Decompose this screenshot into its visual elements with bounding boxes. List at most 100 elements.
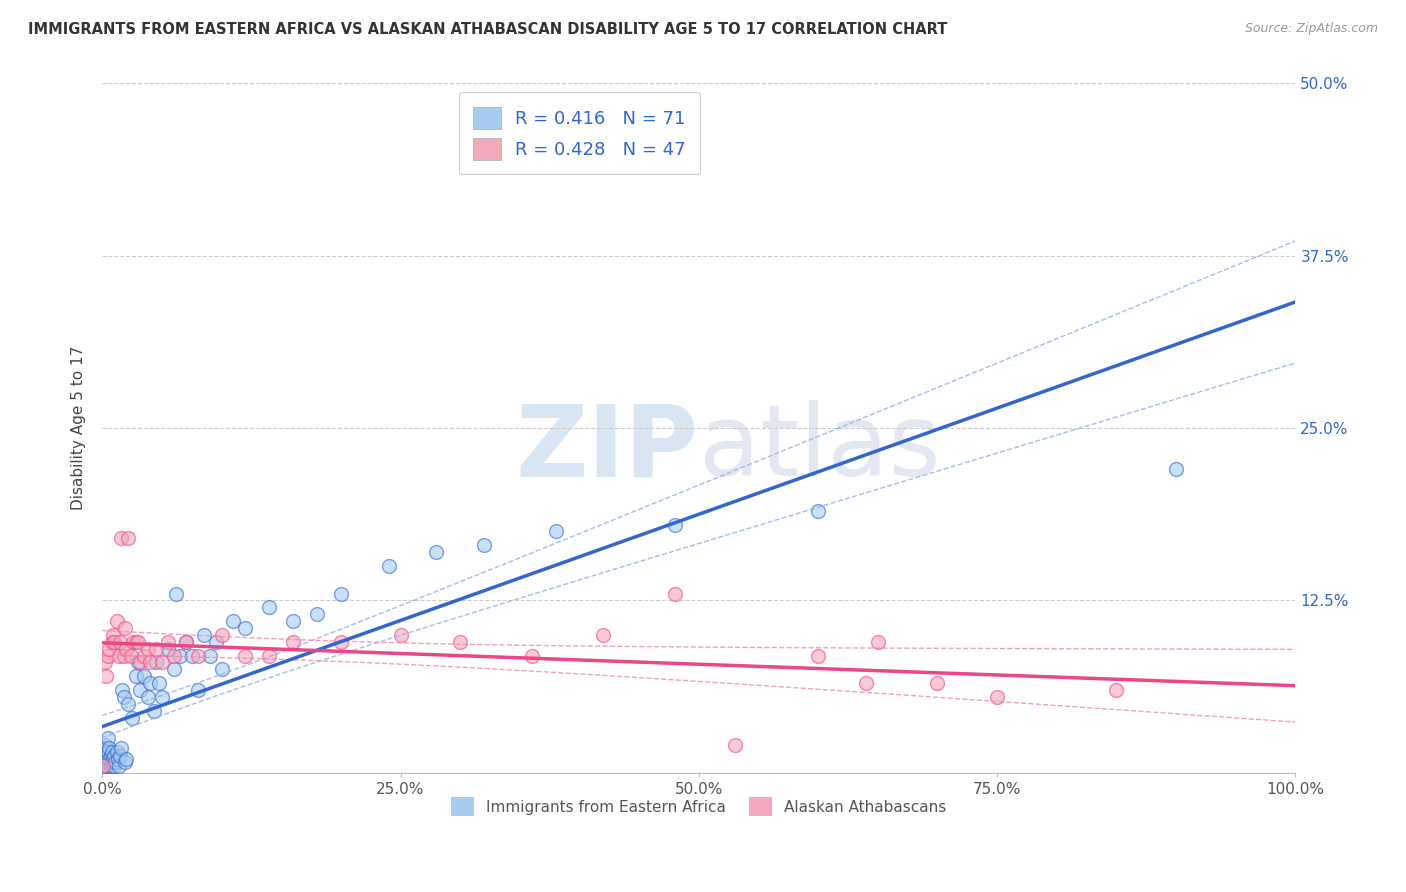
Point [449, 634, 471, 648]
Point [259, 648, 281, 663]
Text: ZIP: ZIP [516, 401, 699, 497]
Point [105, 614, 128, 628]
Point [187, 648, 209, 663]
Point [104, 755, 127, 769]
Point [1166, 462, 1188, 476]
Point [93, 755, 115, 769]
Point [117, 697, 139, 711]
Point [377, 558, 399, 573]
Point [97, 731, 120, 746]
Point [114, 621, 136, 635]
Point [169, 648, 191, 663]
Point [127, 656, 149, 670]
Point [97, 755, 120, 769]
Point [855, 676, 877, 690]
Point [986, 690, 1008, 704]
Point [163, 648, 186, 663]
Point [103, 749, 125, 764]
Point [114, 755, 136, 769]
Point [156, 634, 179, 648]
Point [145, 656, 167, 670]
Text: atlas: atlas [699, 401, 941, 497]
Point [281, 614, 304, 628]
Point [305, 607, 328, 622]
Point [204, 634, 226, 648]
Point [389, 628, 412, 642]
Point [866, 634, 889, 648]
Point [132, 648, 155, 663]
Point [100, 755, 122, 769]
Point [520, 648, 543, 663]
Point [145, 641, 167, 656]
Point [100, 745, 122, 759]
Point [97, 648, 120, 663]
Point [193, 628, 215, 642]
Point [723, 738, 745, 752]
Point [329, 634, 352, 648]
Point [174, 634, 197, 648]
Point [94, 752, 117, 766]
Point [1105, 683, 1128, 698]
Point [120, 648, 142, 663]
Point [93, 752, 115, 766]
Point [329, 586, 352, 600]
Point [115, 641, 138, 656]
Point [100, 749, 122, 764]
Point [129, 683, 152, 698]
Point [117, 532, 139, 546]
Point [112, 648, 135, 663]
Point [93, 759, 115, 773]
Point [108, 749, 131, 764]
Point [259, 600, 281, 615]
Point [235, 648, 257, 663]
Point [105, 745, 128, 759]
Point [187, 683, 209, 698]
Point [98, 740, 121, 755]
Point [100, 634, 122, 648]
Point [93, 749, 115, 764]
Point [664, 517, 686, 532]
Point [222, 614, 245, 628]
Point [121, 710, 143, 724]
Point [100, 759, 122, 773]
Point [150, 656, 173, 670]
Point [142, 704, 165, 718]
Point [94, 759, 117, 773]
Point [97, 745, 120, 759]
Point [101, 628, 124, 642]
Point [94, 740, 117, 755]
Point [110, 532, 132, 546]
Point [235, 621, 257, 635]
Point [115, 752, 138, 766]
Point [127, 634, 149, 648]
Point [101, 752, 124, 766]
Point [93, 745, 115, 759]
Point [148, 676, 170, 690]
Point [132, 669, 155, 683]
Y-axis label: Disability Age 5 to 17: Disability Age 5 to 17 [72, 346, 86, 510]
Point [139, 656, 162, 670]
Text: Source: ZipAtlas.com: Source: ZipAtlas.com [1244, 22, 1378, 36]
Point [96, 759, 118, 773]
Point [108, 634, 131, 648]
Point [93, 656, 115, 670]
Point [198, 648, 221, 663]
Point [544, 524, 567, 539]
Point [108, 648, 131, 663]
Point [124, 669, 146, 683]
Point [807, 648, 830, 663]
Point [103, 634, 125, 648]
Point [93, 759, 115, 773]
Point [110, 740, 132, 755]
Point [592, 628, 614, 642]
Point [139, 676, 162, 690]
Point [281, 634, 304, 648]
Text: IMMIGRANTS FROM EASTERN AFRICA VS ALASKAN ATHABASCAN DISABILITY AGE 5 TO 17 CORR: IMMIGRANTS FROM EASTERN AFRICA VS ALASKA… [28, 22, 948, 37]
Point [136, 690, 159, 704]
Point [94, 669, 117, 683]
Point [108, 759, 131, 773]
Point [124, 634, 146, 648]
Point [211, 662, 233, 676]
Point [664, 586, 686, 600]
Point [112, 690, 135, 704]
